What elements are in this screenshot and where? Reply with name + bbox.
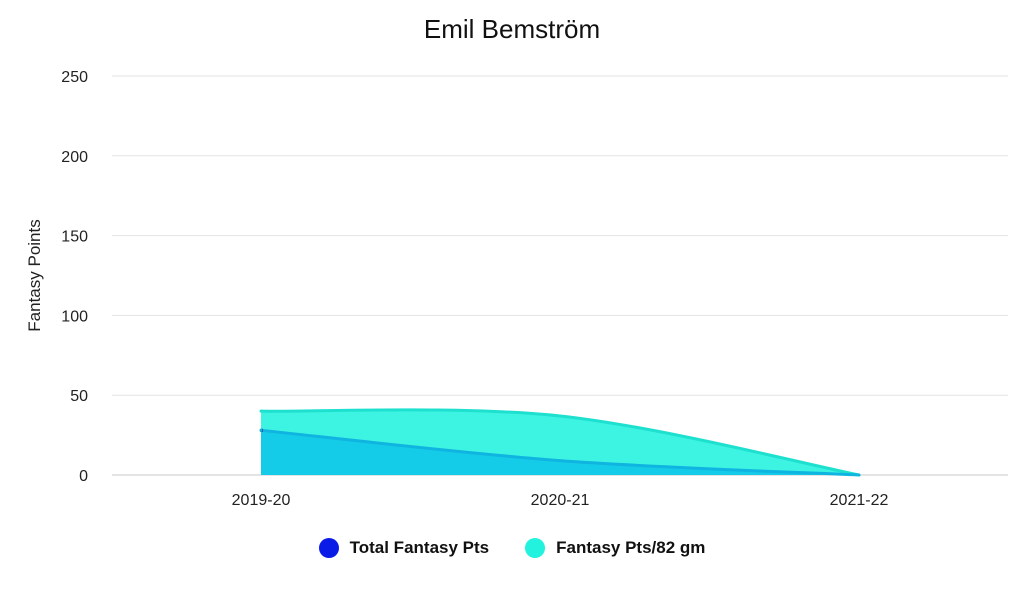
- point-fantasy-pts-per-82-2020-21[interactable]: [558, 414, 562, 418]
- legend-swatch-total-fantasy-pts: [318, 538, 339, 558]
- x-tick-label-2020-21: 2020-21: [531, 492, 590, 509]
- x-tick-label-2019-20: 2019-20: [232, 492, 291, 509]
- legend-swatch-fantasy-pts-per-82: [525, 538, 546, 558]
- y-tick-label-150: 150: [61, 229, 88, 246]
- point-fantasy-pts-per-82-2019-20[interactable]: [259, 409, 263, 413]
- point-total-fantasy-pts-2021-22[interactable]: [857, 473, 861, 477]
- legend-item-total-fantasy-pts[interactable]: Total Fantasy Pts: [318, 538, 490, 558]
- x-tick-label-2021-22: 2021-22: [830, 492, 889, 509]
- chart-title: Emil Bemström: [423, 14, 601, 44]
- y-tick-label-200: 200: [61, 149, 88, 166]
- y-tick-label-100: 100: [61, 308, 88, 325]
- legend-label-fantasy-pts-per-82: Fantasy Pts/82 gm: [556, 538, 706, 557]
- y-tick-label-50: 50: [70, 388, 88, 405]
- legend: Total Fantasy Pts Fantasy Pts/82 gm: [0, 538, 1024, 558]
- legend-label-total-fantasy-pts: Total Fantasy Pts: [349, 538, 490, 557]
- y-tick-label-250: 250: [61, 69, 88, 86]
- y-tick-label-0: 0: [79, 468, 88, 485]
- legend-item-fantasy-pts-per-82[interactable]: Fantasy Pts/82 gm: [525, 538, 705, 558]
- y-axis-label: Fantasy Points: [25, 219, 44, 331]
- area-total-fantasy-pts: [261, 430, 859, 475]
- point-total-fantasy-pts-2020-21[interactable]: [558, 459, 562, 463]
- point-total-fantasy-pts-2019-20[interactable]: [259, 428, 263, 432]
